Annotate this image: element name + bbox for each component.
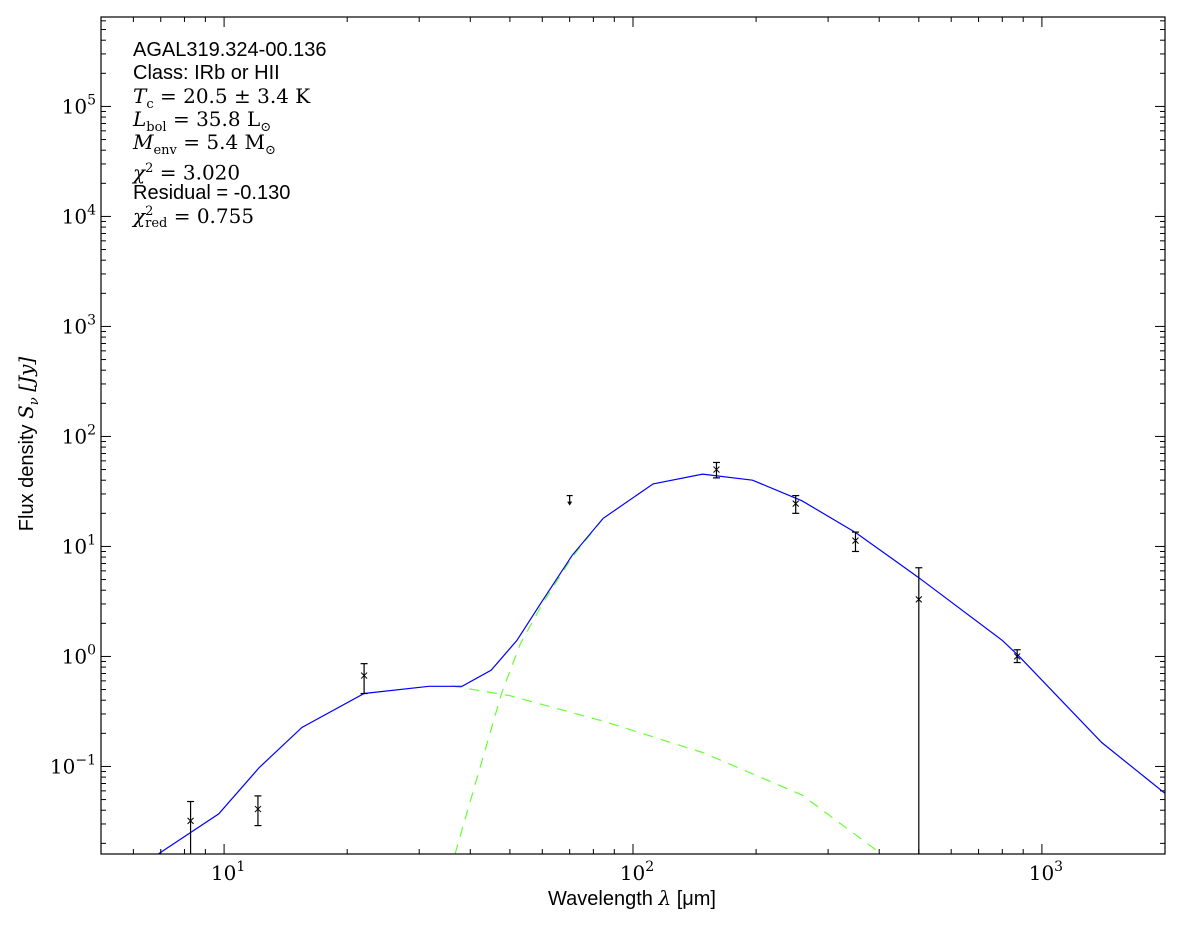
upper-limit-arrow: [567, 501, 573, 506]
data-point-marker: [360, 672, 368, 679]
y-axis-label: Flux density Sν [Jy]: [14, 284, 42, 604]
x-axis-label: Wavelength λ [μm]: [0, 886, 1200, 911]
data-point-marker: [852, 537, 859, 544]
chi2-label: χ2 = 3.020: [133, 157, 240, 186]
chi2-value: = 3.020: [153, 160, 241, 185]
y-tick-label: 101: [62, 532, 96, 558]
chi-sup: 2: [145, 204, 154, 220]
chi2red-value: = 0.755: [167, 204, 255, 228]
data-point-marker: [713, 466, 720, 473]
plot-area: [157, 461, 1165, 854]
x-label-text: Wavelength: [548, 888, 653, 910]
temperature-label: Tc = 20.5 ± 3.4 K: [133, 85, 310, 116]
sun-symbol: ⊙: [265, 143, 276, 158]
menv-symbol: M: [133, 130, 154, 154]
x-label-symbol: λ: [658, 886, 672, 910]
y-tick-label: 10−1: [50, 752, 96, 778]
tc-sub: c: [146, 97, 154, 112]
lbol-symbol: L: [133, 107, 147, 131]
data-point-marker: [1013, 653, 1021, 660]
cold-component-curve: [454, 518, 604, 854]
sun-symbol: ⊙: [260, 120, 272, 135]
y-label-symbol: S: [14, 405, 38, 419]
chi-sub: red: [145, 216, 168, 232]
chi-sup: 2: [145, 161, 154, 176]
y-label-sub: ν: [27, 397, 42, 406]
data-point-marker: [254, 805, 262, 813]
y-tick-label: 100: [62, 642, 96, 668]
lbol-sub: bol: [146, 120, 167, 135]
mass-label: Menv = 5.4 M⊙: [133, 131, 276, 162]
chi-symbol: χ: [133, 204, 146, 228]
source-name: AGAL319.324-00.136: [133, 39, 327, 61]
warm-component-curve: [451, 685, 882, 854]
y-label-text: Flux density: [16, 424, 38, 532]
data-point-marker: [915, 596, 923, 603]
lbol-value: = 35.8 L: [166, 107, 261, 131]
menv-value: = 5.4 M: [176, 130, 266, 154]
data-point-marker: [792, 500, 800, 507]
y-label-unit: [Jy]: [14, 356, 38, 392]
data-point-marker: [187, 817, 194, 825]
y-tick-label: 105: [62, 92, 96, 118]
x-label-unit: [μm]: [676, 888, 716, 910]
chi-symbol: χ: [133, 160, 146, 185]
tc-symbol: T: [133, 84, 147, 108]
source-class: Class: IRb or HII: [133, 62, 280, 84]
total-model-curve: [157, 473, 1165, 854]
x-tick-label: 102: [620, 859, 654, 885]
menv-sub: env: [153, 143, 177, 158]
chi2-red-label: χ 2 red = 0.755: [133, 204, 255, 232]
y-tick-label: 104: [62, 202, 96, 228]
x-tick-label: 103: [1029, 859, 1063, 885]
residual-label: Residual = -0.130: [133, 182, 291, 204]
tc-value: = 20.5 ± 3.4 K: [153, 84, 311, 108]
y-tick-label: 102: [62, 422, 96, 448]
x-tick-label: 101: [211, 859, 245, 885]
luminosity-label: Lbol = 35.8 L⊙: [133, 108, 271, 139]
y-tick-label: 103: [62, 312, 96, 338]
